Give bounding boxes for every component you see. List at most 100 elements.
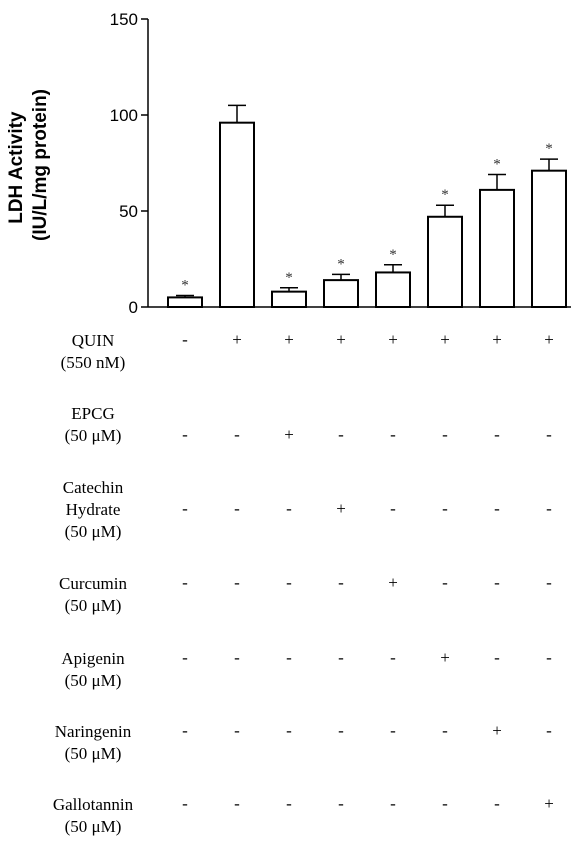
condition-sign: + (544, 794, 554, 813)
y-axis-label: LDH Activity (IU/L/mg protein) (6, 89, 51, 241)
bar (375, 271, 411, 309)
bar-chart: 0 50 100 150 * * * * * * * LDH Activity (IU/L/mg … (6, 10, 571, 317)
condition-sign: + (284, 425, 294, 444)
condition-label-line: (50 μM) (64, 522, 122, 541)
condition-sign: - (234, 648, 240, 667)
condition-sign: - (546, 648, 552, 667)
condition-label-line: (50 μM) (64, 817, 122, 836)
significance-marker: * (285, 270, 293, 286)
condition-sign: - (442, 499, 448, 518)
bar (219, 121, 255, 309)
condition-sign: - (390, 499, 396, 518)
condition-sign: - (182, 721, 188, 740)
condition-sign: - (182, 499, 188, 518)
condition-label-line: (50 μM) (64, 744, 122, 763)
bar (479, 188, 515, 309)
condition-sign: - (390, 721, 396, 740)
condition-sign: - (546, 573, 552, 592)
condition-label: Naringenin (50 μM) (18, 721, 168, 765)
condition-sign: + (440, 330, 450, 349)
y-tick-label: 50 (119, 202, 138, 221)
condition-sign: - (286, 794, 292, 813)
condition-label-line: Catechin (62, 478, 124, 497)
condition-label-line: Gallotannin (52, 795, 134, 814)
condition-label: Catechin Hydrate (50 μM) (18, 477, 168, 543)
y-axis-label-line-1: LDH Activity (6, 111, 27, 224)
condition-sign: - (338, 425, 344, 444)
condition-sign: - (494, 794, 500, 813)
y-tick-label: 0 (129, 298, 138, 317)
condition-sign: + (336, 499, 346, 518)
condition-sign: - (234, 721, 240, 740)
condition-label-line: (550 nM) (60, 353, 126, 372)
condition-sign: - (390, 794, 396, 813)
significance-marker: * (493, 157, 501, 173)
bars-group: * * * * * * * (167, 104, 567, 309)
condition-sign: - (182, 648, 188, 667)
significance-marker: * (389, 247, 397, 263)
condition-sign: - (338, 648, 344, 667)
y-axis: 0 50 100 150 (110, 10, 571, 317)
significance-marker: * (441, 187, 449, 203)
condition-sign: + (388, 330, 398, 349)
condition-sign: - (286, 499, 292, 518)
condition-label-line: (50 μM) (64, 671, 122, 690)
condition-sign: + (336, 330, 346, 349)
y-tick-label: 100 (110, 106, 138, 125)
condition-label: Apigenin (50 μM) (18, 648, 168, 692)
bar (427, 215, 463, 308)
condition-sign: - (546, 721, 552, 740)
condition-label-line: Curcumin (59, 574, 127, 593)
condition-label-line: (50 μM) (64, 596, 122, 615)
condition-sign: - (442, 573, 448, 592)
condition-sign: - (182, 330, 188, 349)
condition-sign: - (234, 573, 240, 592)
condition-sign: - (286, 648, 292, 667)
condition-sign: - (442, 425, 448, 444)
condition-sign: - (234, 425, 240, 444)
condition-sign: + (544, 330, 554, 349)
condition-label: Curcumin (50 μM) (18, 573, 168, 617)
condition-sign: - (494, 425, 500, 444)
condition-sign: - (338, 721, 344, 740)
condition-sign: - (494, 573, 500, 592)
condition-sign: - (286, 573, 292, 592)
significance-marker: * (337, 256, 345, 272)
condition-sign: - (546, 499, 552, 518)
condition-label-line: EPCG (71, 404, 115, 423)
condition-label-line: Hydrate (65, 500, 121, 519)
condition-label-line: Naringenin (54, 722, 132, 741)
bar (323, 279, 359, 308)
condition-label: EPCG (50 μM) (18, 403, 168, 447)
condition-label: QUIN (550 nM) (18, 330, 168, 374)
condition-sign: + (492, 330, 502, 349)
condition-sign: + (440, 648, 450, 667)
condition-sign: - (390, 425, 396, 444)
condition-sign: - (494, 499, 500, 518)
condition-sign: + (492, 721, 502, 740)
y-tick-label: 150 (110, 10, 138, 29)
significance-marker: * (181, 277, 189, 293)
condition-label-line: QUIN (71, 331, 115, 350)
condition-sign: - (546, 425, 552, 444)
condition-sign: - (338, 794, 344, 813)
condition-sign: - (338, 573, 344, 592)
condition-sign: + (284, 330, 294, 349)
condition-sign: - (234, 499, 240, 518)
condition-sign: + (232, 330, 242, 349)
condition-sign: - (182, 794, 188, 813)
condition-label-line: (50 μM) (64, 426, 122, 445)
condition-sign: - (182, 425, 188, 444)
condition-sign: - (390, 648, 396, 667)
condition-sign: - (442, 721, 448, 740)
condition-sign: - (286, 721, 292, 740)
y-axis-label-line-2: (IU/L/mg protein) (30, 89, 51, 241)
condition-sign: - (182, 573, 188, 592)
condition-label-line: Apigenin (61, 649, 125, 668)
condition-sign: - (494, 648, 500, 667)
significance-marker: * (545, 141, 553, 157)
condition-sign: - (442, 794, 448, 813)
condition-sign: - (234, 794, 240, 813)
condition-sign: + (388, 573, 398, 592)
